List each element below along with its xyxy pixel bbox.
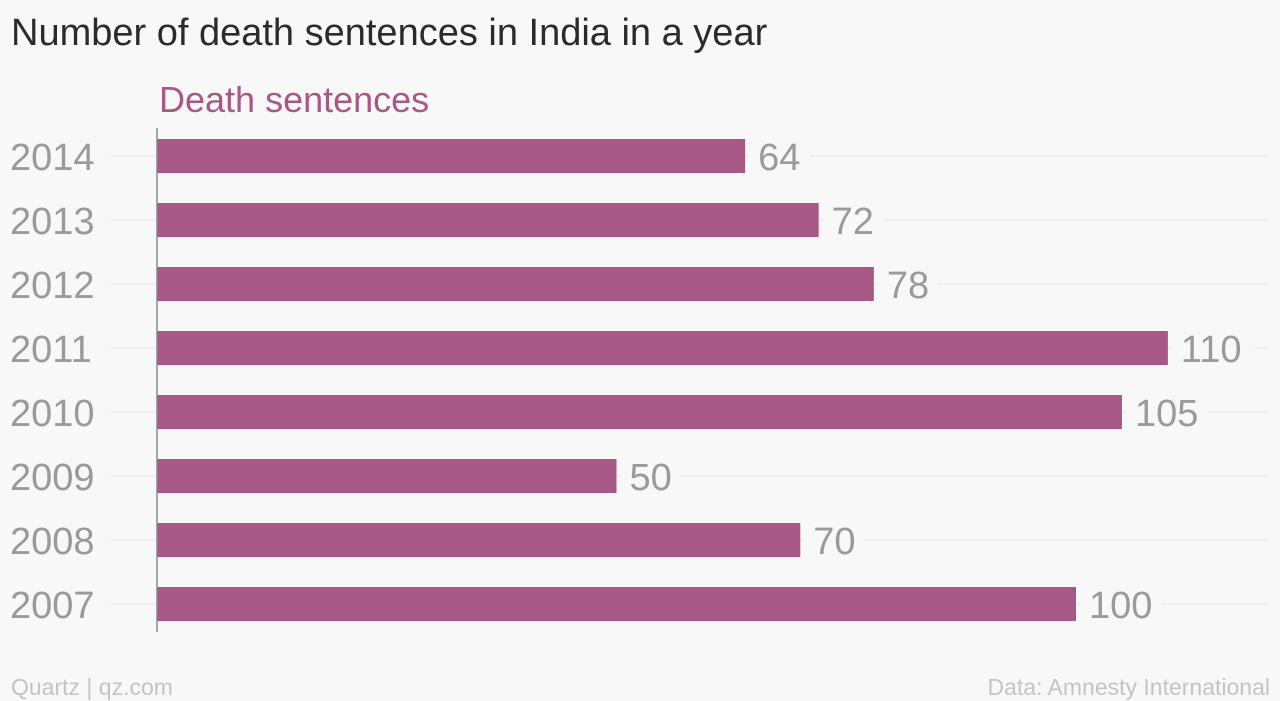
label-backdrop	[749, 140, 810, 172]
series-label: Death sentences	[159, 79, 429, 120]
source-text: Data: Amnesty International	[987, 674, 1270, 700]
category-label: 2012	[10, 265, 95, 307]
label-backdrop	[620, 460, 681, 492]
value-label: 50	[630, 457, 672, 499]
label-backdrop	[877, 268, 938, 300]
credit-text: Quartz | qz.com	[11, 674, 173, 700]
category-label: 2013	[10, 201, 95, 243]
label-backdrop	[1080, 588, 1162, 620]
value-label: 100	[1089, 585, 1152, 627]
chart-title: Number of death sentences in India in a …	[11, 12, 768, 54]
label-backdrop	[804, 524, 865, 556]
category-label: 2007	[10, 585, 95, 627]
label-backdrop	[822, 204, 883, 236]
category-label: 2011	[10, 329, 92, 371]
value-label: 70	[813, 521, 855, 563]
value-label: 64	[758, 137, 800, 179]
category-label: 2009	[10, 457, 95, 499]
category-label: 2010	[10, 393, 95, 435]
bar	[157, 203, 819, 237]
category-label: 2014	[10, 137, 95, 179]
bar	[157, 523, 801, 557]
bar	[157, 139, 746, 173]
label-backdrop	[1171, 332, 1254, 364]
value-label: 110	[1181, 329, 1242, 371]
bar	[157, 459, 617, 493]
value-label: 72	[832, 201, 874, 243]
bar	[157, 331, 1168, 365]
bar	[157, 587, 1076, 621]
label-backdrop	[1125, 396, 1208, 428]
value-label: 78	[887, 265, 929, 307]
category-label: 2008	[10, 521, 95, 563]
bar	[157, 267, 874, 301]
bar	[157, 395, 1122, 429]
value-label: 105	[1135, 393, 1198, 435]
